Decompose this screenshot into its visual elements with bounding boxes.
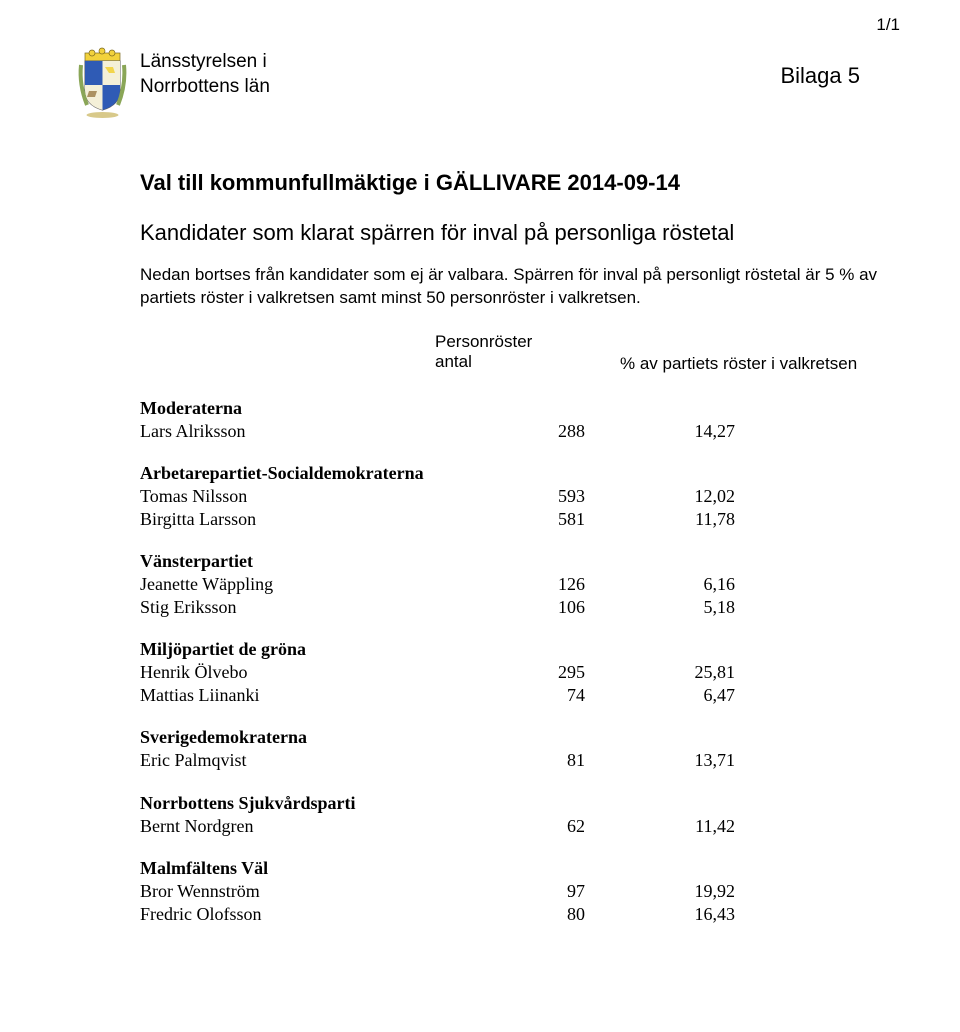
candidate-name: Bror Wennström <box>140 880 475 903</box>
org-name: Länsstyrelsen i Norrbottens län <box>140 45 270 99</box>
candidate-name: Eric Palmqvist <box>140 749 475 772</box>
candidate-percent: 5,18 <box>585 596 735 619</box>
candidate-row: Mattias Liinanki746,47 <box>140 684 880 707</box>
candidate-percent: 6,47 <box>585 684 735 707</box>
candidate-count: 106 <box>475 596 585 619</box>
candidate-count: 288 <box>475 420 585 443</box>
column-headers: Personröster antal % av partiets röster … <box>435 332 880 374</box>
bilaga-label: Bilaga 5 <box>780 63 860 89</box>
candidate-count: 593 <box>475 485 585 508</box>
party-block: Arbetarepartiet-SocialdemokraternaTomas … <box>140 463 880 530</box>
candidate-row: Bror Wennström9719,92 <box>140 880 880 903</box>
candidate-count: 295 <box>475 661 585 684</box>
org-block: Länsstyrelsen i Norrbottens län <box>75 45 270 120</box>
candidate-count: 581 <box>475 508 585 531</box>
candidate-count: 126 <box>475 573 585 596</box>
col-header-left: antal <box>435 352 620 372</box>
candidate-name: Fredric Olofsson <box>140 903 475 926</box>
candidate-percent: 14,27 <box>585 420 735 443</box>
party-block: SverigedemokraternaEric Palmqvist8113,71 <box>140 727 880 772</box>
candidate-row: Henrik Ölvebo29525,81 <box>140 661 880 684</box>
party-block: Miljöpartiet de grönaHenrik Ölvebo29525,… <box>140 639 880 706</box>
party-block: Norrbottens SjukvårdspartiBernt Nordgren… <box>140 793 880 838</box>
header: Länsstyrelsen i Norrbottens län Bilaga 5 <box>75 45 880 120</box>
candidate-name: Henrik Ölvebo <box>140 661 475 684</box>
candidate-row: Jeanette Wäppling1266,16 <box>140 573 880 596</box>
candidate-percent: 25,81 <box>585 661 735 684</box>
col-header-right: % av partiets röster i valkretsen <box>620 332 880 374</box>
body-text: Nedan bortses från kandidater som ej är … <box>140 264 880 310</box>
party-name: Moderaterna <box>140 398 880 419</box>
candidate-row: Lars Alriksson28814,27 <box>140 420 880 443</box>
candidate-percent: 11,42 <box>585 815 735 838</box>
party-name: Arbetarepartiet-Socialdemokraterna <box>140 463 880 484</box>
org-line2: Norrbottens län <box>140 75 270 100</box>
col-header-group: Personröster antal <box>435 332 620 374</box>
crest-icon <box>75 45 130 120</box>
party-name: Miljöpartiet de gröna <box>140 639 880 660</box>
candidate-name: Mattias Liinanki <box>140 684 475 707</box>
candidate-row: Tomas Nilsson59312,02 <box>140 485 880 508</box>
candidate-name: Jeanette Wäppling <box>140 573 475 596</box>
candidate-percent: 12,02 <box>585 485 735 508</box>
candidate-name: Lars Alriksson <box>140 420 475 443</box>
candidate-row: Bernt Nordgren6211,42 <box>140 815 880 838</box>
candidate-percent: 19,92 <box>585 880 735 903</box>
party-block: Malmfältens VälBror Wennström9719,92Fred… <box>140 858 880 925</box>
candidate-percent: 6,16 <box>585 573 735 596</box>
party-block: ModeraternaLars Alriksson28814,27 <box>140 398 880 443</box>
candidate-count: 81 <box>475 749 585 772</box>
org-line1: Länsstyrelsen i <box>140 50 270 75</box>
party-name: Vänsterpartiet <box>140 551 880 572</box>
candidate-count: 80 <box>475 903 585 926</box>
candidate-row: Birgitta Larsson58111,78 <box>140 508 880 531</box>
page-subtitle: Kandidater som klarat spärren för inval … <box>140 220 880 246</box>
candidate-percent: 16,43 <box>585 903 735 926</box>
candidate-count: 62 <box>475 815 585 838</box>
party-name: Norrbottens Sjukvårdsparti <box>140 793 880 814</box>
page-number: 1/1 <box>876 15 900 35</box>
page-title: Val till kommunfullmäktige i GÄLLIVARE 2… <box>140 170 880 196</box>
content: Val till kommunfullmäktige i GÄLLIVARE 2… <box>140 170 880 925</box>
parties-list: ModeraternaLars Alriksson28814,27 Arbetar… <box>140 398 880 926</box>
candidate-percent: 13,71 <box>585 749 735 772</box>
party-name: Sverigedemokraterna <box>140 727 880 748</box>
candidate-name: Bernt Nordgren <box>140 815 475 838</box>
candidate-name: Stig Eriksson <box>140 596 475 619</box>
party-block: VänsterpartietJeanette Wäppling1266,16St… <box>140 551 880 618</box>
candidate-row: Eric Palmqvist8113,71 <box>140 749 880 772</box>
party-name: Malmfältens Väl <box>140 858 880 879</box>
candidate-row: Stig Eriksson1065,18 <box>140 596 880 619</box>
candidate-name: Tomas Nilsson <box>140 485 475 508</box>
candidate-name: Birgitta Larsson <box>140 508 475 531</box>
candidate-percent: 11,78 <box>585 508 735 531</box>
candidate-row: Fredric Olofsson8016,43 <box>140 903 880 926</box>
page: 1/1 Länsstyrelsen i <box>0 0 960 925</box>
candidate-count: 74 <box>475 684 585 707</box>
col-header-top: Personröster <box>435 332 620 352</box>
candidate-count: 97 <box>475 880 585 903</box>
